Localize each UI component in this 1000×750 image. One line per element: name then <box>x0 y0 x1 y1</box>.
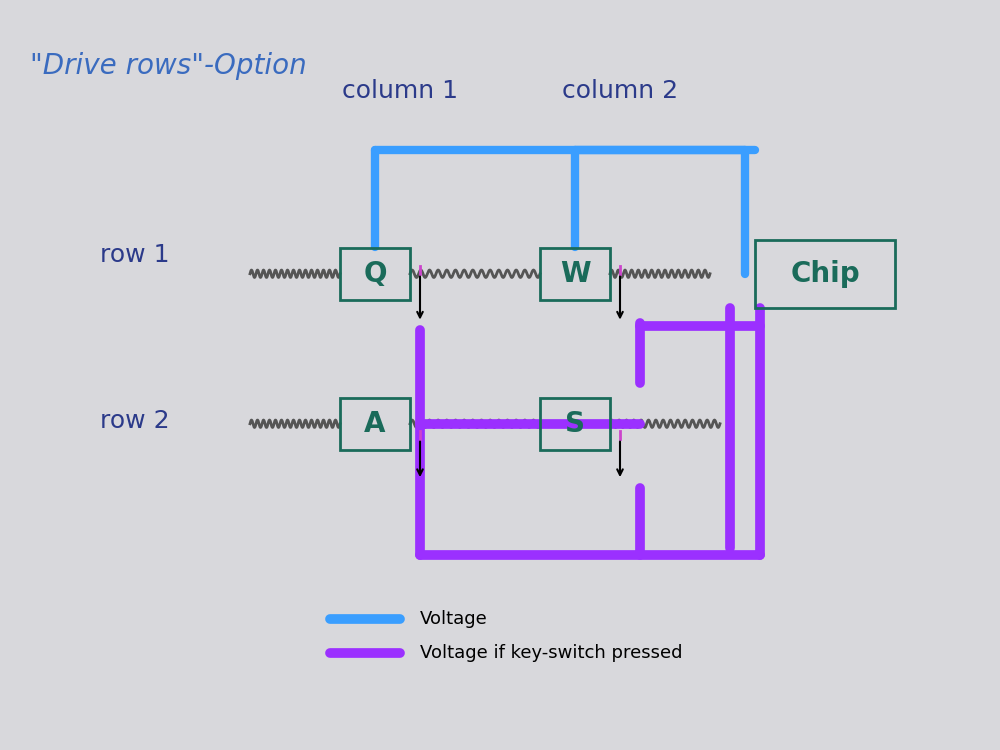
Bar <box>340 398 410 450</box>
Text: Q: Q <box>363 260 387 288</box>
Text: Voltage if key-switch pressed: Voltage if key-switch pressed <box>420 644 682 662</box>
Text: row 1: row 1 <box>100 244 170 268</box>
Bar <box>755 240 895 308</box>
Text: Chip: Chip <box>790 260 860 288</box>
Text: "Drive rows"-Option: "Drive rows"-Option <box>30 53 307 80</box>
Bar <box>540 398 610 450</box>
Text: column 1: column 1 <box>342 79 458 103</box>
Text: W: W <box>560 260 590 288</box>
Bar <box>340 248 410 300</box>
Text: row 2: row 2 <box>100 409 170 433</box>
Text: Voltage: Voltage <box>420 610 488 628</box>
Text: S: S <box>565 410 585 438</box>
Bar <box>540 248 610 300</box>
Text: column 2: column 2 <box>562 79 678 103</box>
Text: A: A <box>364 410 386 438</box>
